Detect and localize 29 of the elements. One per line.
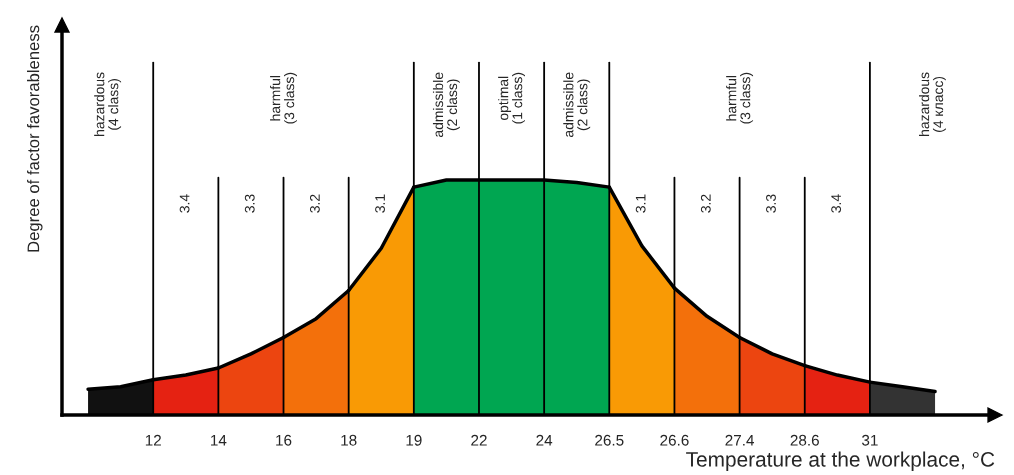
text: harmful (3 class) [270, 72, 297, 124]
x-tick-label: 19 [406, 434, 422, 446]
x-tick-label: 16 [276, 434, 292, 446]
text: admissible (2 class) [563, 72, 591, 138]
x-tick-label: 31 [861, 434, 878, 446]
text: hazardous (4 класс) [919, 72, 946, 136]
annotation: 3.4 [831, 194, 842, 213]
x-tick-label: 28.6 [790, 434, 819, 446]
x-tick-label: 12 [145, 434, 161, 446]
annotation: 3.1 [635, 194, 646, 213]
y-axis-title: Degree of factor favorableness [27, 25, 43, 252]
annotation: 3.1 [375, 194, 385, 213]
annotation: 3.2 [700, 194, 711, 213]
text: admissible (2 class) [432, 72, 460, 138]
text: hazardous (4 class) [94, 72, 122, 136]
annotation: 3.2 [309, 194, 320, 213]
x-tick-label: 22 [471, 434, 487, 446]
text: optimal (1 class) [498, 72, 525, 124]
x-tick-label: 27.4 [725, 434, 755, 446]
x-tick-label: 26.6 [660, 434, 689, 446]
x-tick-label: 26.5 [595, 434, 624, 446]
annotation: 3.3 [766, 194, 776, 213]
x-tick-label: 14 [211, 435, 227, 446]
x-tick-label: 18 [341, 434, 357, 446]
text: harmful (3 class) [726, 72, 754, 124]
annotation: 3.4 [179, 194, 190, 213]
x-axis-title: Temperature at the workplace, °C [686, 451, 995, 471]
annotation: 3.3 [244, 194, 255, 213]
x-tick-label: 24 [536, 434, 553, 446]
